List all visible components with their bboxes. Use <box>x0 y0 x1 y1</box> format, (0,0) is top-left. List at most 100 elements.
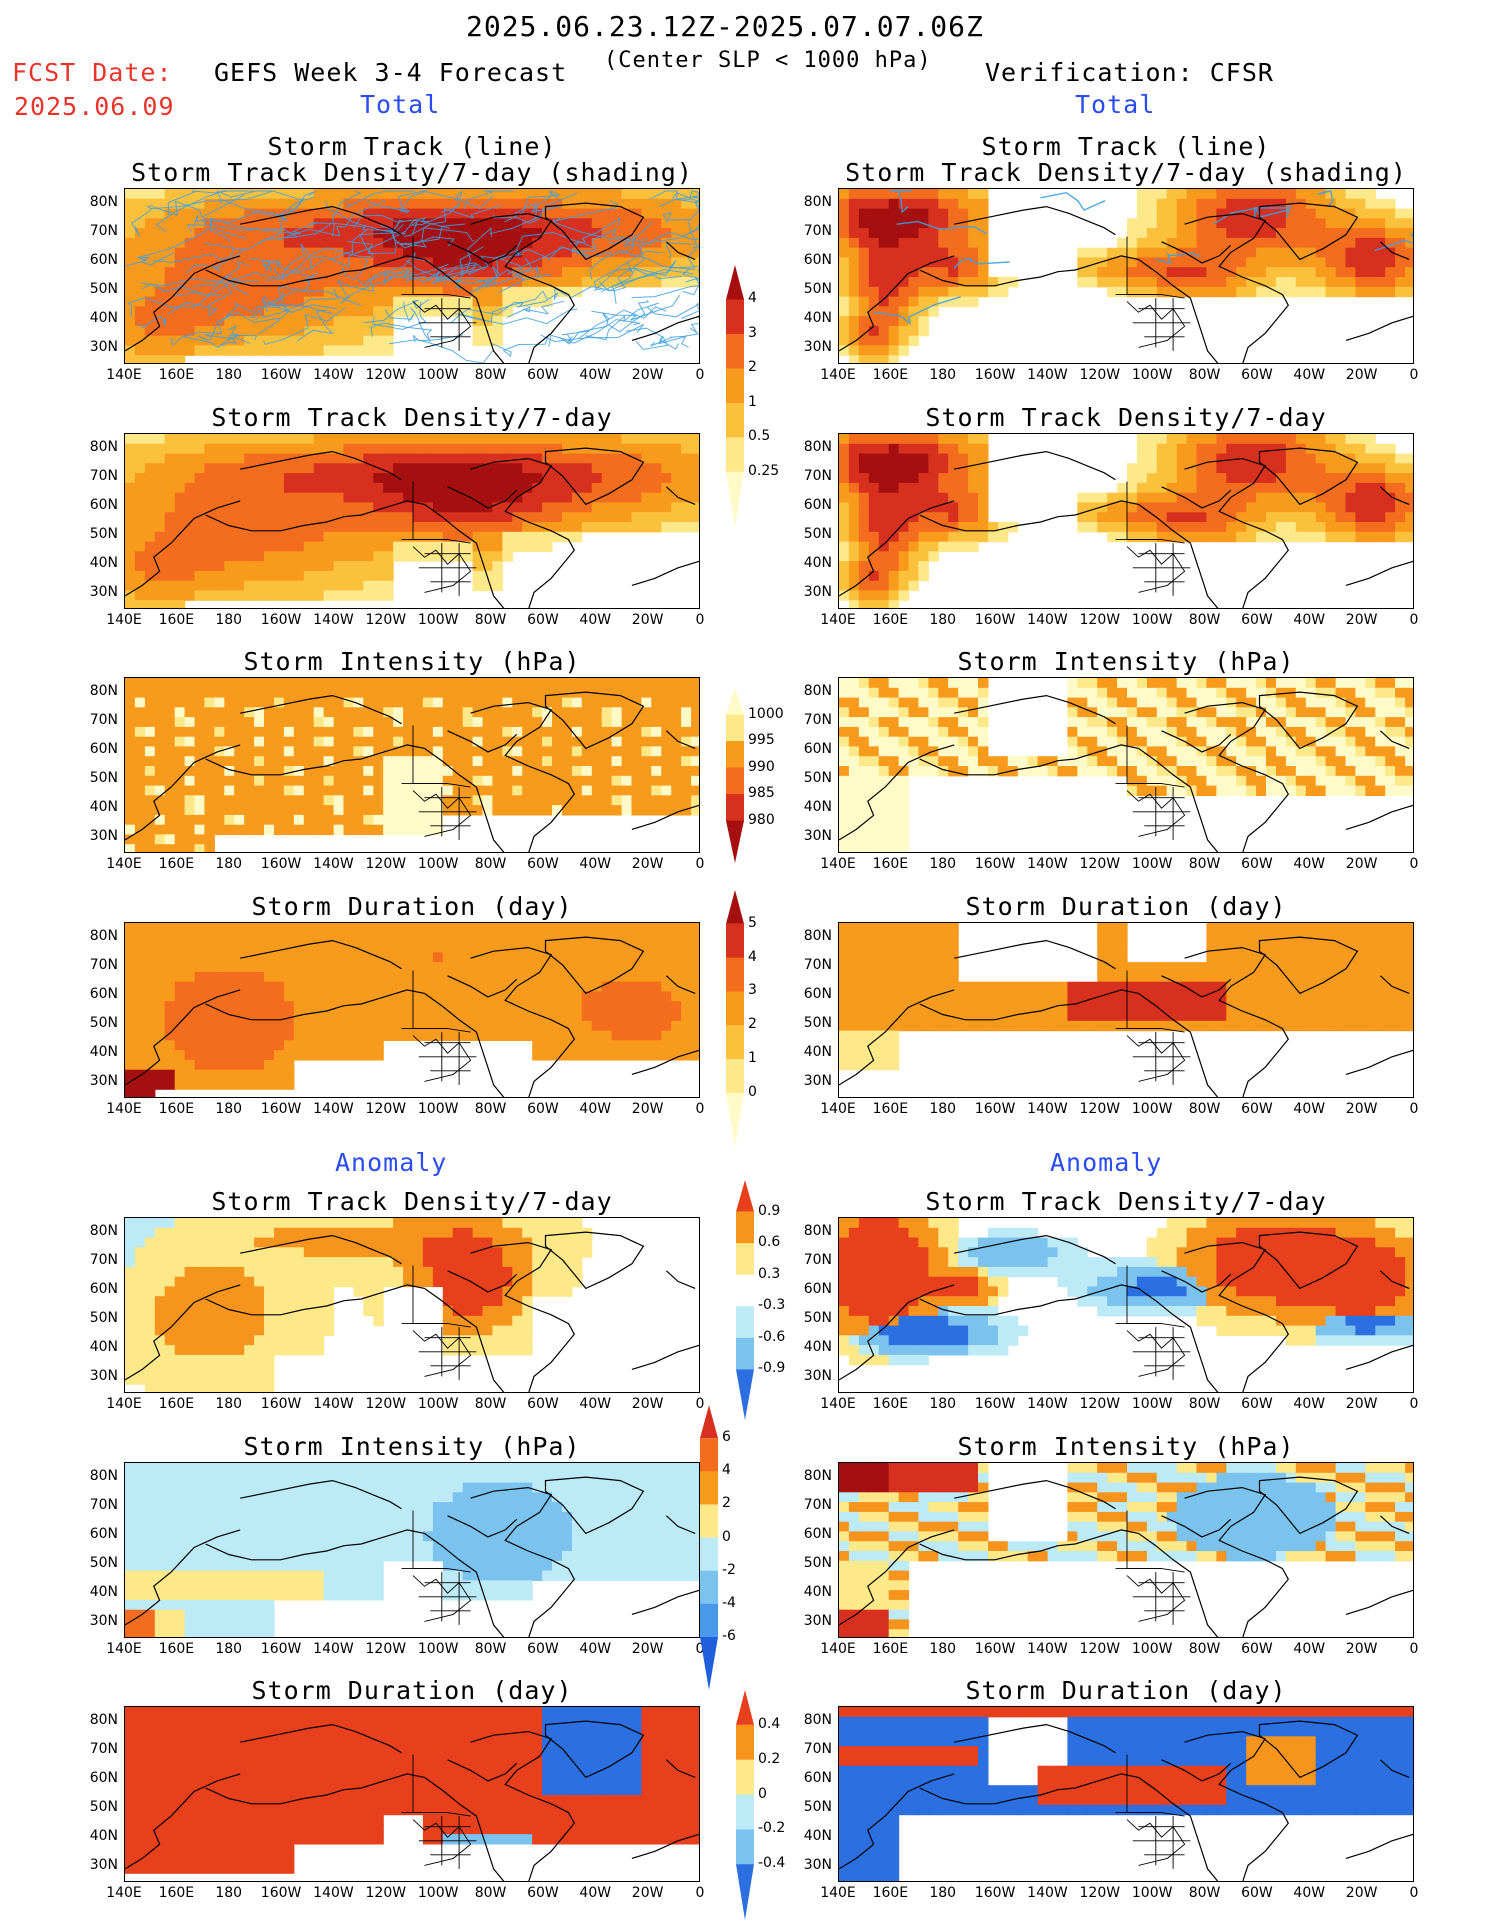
field-cell <box>214 189 225 200</box>
field-cell <box>452 687 464 699</box>
field-cell <box>452 492 464 504</box>
field-cell <box>442 218 454 229</box>
field-cell <box>274 551 285 562</box>
field-cell <box>244 1059 255 1071</box>
field-cell <box>1206 267 1217 278</box>
field-cell <box>393 775 404 787</box>
field-cell <box>908 756 919 767</box>
field-cell <box>502 805 513 816</box>
field-cell <box>383 551 394 562</box>
field-cell <box>1176 726 1188 738</box>
field-cell <box>125 492 136 504</box>
field-cell <box>214 570 225 582</box>
field-cell <box>1325 286 1337 298</box>
field-cell <box>878 189 890 200</box>
field-cell <box>383 561 394 572</box>
field-cell <box>858 678 870 689</box>
field-cell <box>1295 687 1307 699</box>
field-cell <box>918 717 929 728</box>
field-cell <box>482 434 493 445</box>
field-cell <box>542 502 553 513</box>
field-cell <box>333 717 345 728</box>
field-cell <box>413 717 424 728</box>
field-cell <box>1107 678 1118 689</box>
field-cell <box>432 277 444 288</box>
field-cell <box>174 795 186 806</box>
field-cell <box>888 717 900 728</box>
field-cell <box>323 473 335 484</box>
storm-track-line <box>141 283 222 297</box>
field-cell <box>591 805 603 816</box>
lat-tick-label: 80N <box>803 683 832 699</box>
field-cell <box>184 1020 196 1032</box>
field-cell <box>542 443 553 455</box>
field-cell <box>432 707 444 718</box>
field-cell <box>333 736 345 748</box>
field-cell <box>264 785 275 796</box>
field-cell <box>1146 726 1158 738</box>
field-cell <box>293 541 305 552</box>
field-cell <box>878 492 890 504</box>
field-cell <box>492 198 503 210</box>
field-cell <box>144 824 156 836</box>
field-cell <box>184 531 196 543</box>
field-cell <box>839 189 850 200</box>
field-cell <box>571 531 583 543</box>
field-cell <box>283 932 295 944</box>
field-cell <box>254 228 265 239</box>
field-cell <box>542 687 553 699</box>
field-cell <box>452 189 464 200</box>
field-cell <box>283 1059 295 1071</box>
field-cell <box>898 306 910 317</box>
field-cell <box>303 726 315 738</box>
field-cell <box>413 208 424 219</box>
field-cell <box>134 785 146 796</box>
field-cell <box>1405 277 1413 288</box>
field-cell <box>1206 717 1217 728</box>
field-cell <box>403 277 414 288</box>
field-cell <box>1405 522 1413 533</box>
field-cell <box>1067 736 1078 748</box>
field-cell <box>363 717 374 728</box>
field-cell <box>363 697 374 708</box>
field-cell <box>888 746 900 757</box>
field-cell <box>1246 736 1257 748</box>
field-cell <box>671 198 682 210</box>
field-cell <box>1335 687 1347 699</box>
field-cell <box>204 962 215 973</box>
field-cell <box>383 824 394 836</box>
political-border <box>401 783 471 788</box>
field-cell <box>224 453 235 464</box>
field-cell <box>1156 687 1168 699</box>
field-cell <box>224 962 235 973</box>
field-cell <box>482 492 493 504</box>
field-cell <box>888 502 900 513</box>
field-cell <box>502 775 513 787</box>
field-cell <box>948 492 959 504</box>
field-cell <box>393 551 404 562</box>
field-cell <box>264 463 275 474</box>
field-cell <box>898 795 910 806</box>
field-cell <box>1375 492 1386 504</box>
field-cell <box>303 678 315 689</box>
field-cell <box>413 726 424 738</box>
field-cell <box>224 756 235 767</box>
field-cell <box>839 531 850 543</box>
field-cell <box>1077 678 1088 689</box>
l1-title-line: Storm Track (line) <box>267 132 557 161</box>
field-cell <box>244 208 255 219</box>
field-cell <box>174 482 186 494</box>
field-cell <box>1256 286 1267 298</box>
field-cell <box>681 775 692 787</box>
field-cell <box>888 257 900 268</box>
field-cell <box>274 453 285 464</box>
field-cell <box>383 766 394 777</box>
field-cell <box>254 766 265 777</box>
field-cell <box>125 590 136 601</box>
field-cell <box>571 492 583 504</box>
field-cell <box>125 756 136 767</box>
field-cell <box>224 1050 235 1061</box>
field-cell <box>1196 443 1207 455</box>
field-cell <box>293 756 305 767</box>
field-cell <box>918 325 929 337</box>
